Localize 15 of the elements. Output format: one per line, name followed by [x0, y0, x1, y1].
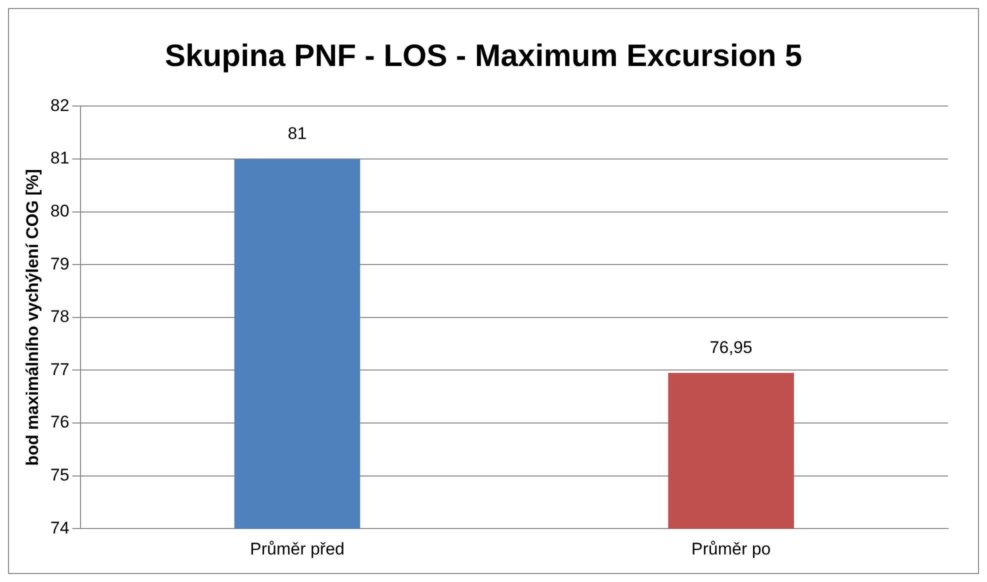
y-tick-label: 75 [50, 465, 70, 484]
y-tick-label: 74 [50, 518, 70, 538]
y-tick-label: 80 [50, 201, 70, 220]
y-tick-label: 78 [50, 307, 70, 326]
y-tick-label: 76 [50, 412, 70, 432]
x-tick-label: Průměr po [691, 539, 771, 558]
data-label: 81 [288, 124, 307, 144]
data-label: 76,95 [710, 338, 752, 358]
y-tick-label: 82 [50, 96, 70, 115]
y-tick-label: 81 [50, 148, 70, 168]
y-tick-label: 79 [50, 254, 70, 274]
chart-title: Skupina PNF - LOS - Maximum Excursion 5 [164, 38, 802, 74]
y-axis-title: bod maximálního vychýlení COG [%] [22, 169, 42, 466]
x-tick-label: Průměr před [250, 539, 344, 558]
y-tick-label: 77 [50, 360, 70, 379]
